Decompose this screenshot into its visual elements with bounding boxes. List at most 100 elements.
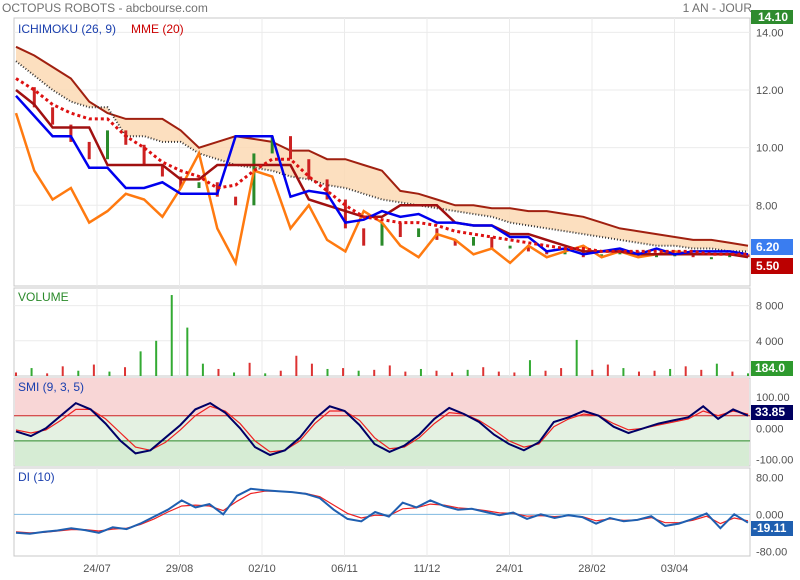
di-panel — [13, 467, 751, 557]
volume-bar — [513, 372, 516, 376]
volume-bar — [139, 351, 142, 376]
last-price-tag — [751, 239, 793, 255]
volume-bar — [342, 368, 345, 376]
volume-bar — [637, 371, 640, 376]
volume-bar — [77, 370, 80, 376]
volume-bar — [310, 363, 313, 376]
x-tick-label: 24/01 — [496, 563, 524, 575]
di-tick-label: -80.00 — [756, 546, 787, 558]
price-candle — [270, 136, 274, 154]
volume-bar — [357, 370, 360, 376]
mme-tag — [751, 258, 793, 274]
price-candle — [325, 179, 329, 200]
chart-header-title: OCTOPUS ROBOTS - abcbourse.com — [2, 1, 208, 15]
price-candle — [655, 254, 658, 258]
x-tick-label: 29/08 — [166, 563, 194, 575]
di-line — [15, 487, 749, 535]
price-candle — [545, 251, 549, 255]
volume-bar — [170, 295, 173, 376]
smi-signal-line — [15, 405, 749, 453]
price-candle — [51, 107, 55, 125]
volume-bar — [700, 369, 703, 376]
smi-overbought-zone — [15, 378, 749, 416]
di-title: DI (10) — [18, 470, 55, 484]
price-candle — [197, 182, 201, 189]
volume-bar — [233, 372, 236, 376]
volume-bar — [591, 369, 594, 376]
volume-bar — [248, 362, 251, 376]
x-tick-label: 02/10 — [248, 563, 276, 575]
mme-tag-text: 5.50 — [756, 259, 780, 273]
di-tag-text: -19.11 — [753, 521, 787, 535]
volume-bar — [279, 370, 282, 376]
last-price-tag-text: 6.20 — [756, 240, 780, 254]
volume-bar — [419, 368, 422, 376]
volume-bar — [326, 368, 329, 376]
price-candle — [179, 176, 183, 189]
price-candle — [472, 237, 475, 246]
di-tick-label: 80.00 — [756, 472, 784, 484]
smi-tick-label: 0.000 — [756, 423, 784, 435]
volume-bar — [217, 368, 220, 376]
mme-line — [15, 77, 748, 256]
smi-tick-label: 100.00 — [756, 392, 790, 404]
volume-bar — [466, 369, 469, 376]
volume-bar — [575, 339, 578, 376]
x-tick-label: 03/04 — [661, 563, 689, 575]
x-tick-label: 06/11 — [331, 563, 358, 575]
volume-title: VOLUME — [18, 290, 69, 304]
volume-bar — [544, 370, 547, 376]
price-candle — [581, 248, 585, 258]
price-candle — [691, 254, 695, 258]
di-tick-label: 0.000 — [756, 509, 784, 521]
volume-bar — [528, 360, 531, 376]
price-candle — [307, 159, 311, 180]
volume-bar — [46, 373, 49, 376]
price-candle — [380, 222, 384, 246]
x-tick-label: 24/07 — [83, 563, 111, 575]
volume-bar — [15, 372, 17, 376]
price-candle — [709, 257, 713, 260]
chart-period-label[interactable]: 1 AN - JOUR — [682, 1, 752, 15]
volume-bar — [731, 371, 734, 376]
price-candle — [160, 164, 164, 177]
volume-bar — [560, 368, 563, 376]
price-candle — [343, 199, 347, 229]
x-tick-label: 11/12 — [414, 563, 441, 575]
volume-tick-label: 8 000 — [756, 301, 784, 313]
senkou-span-b-line — [15, 60, 748, 253]
volume-bar — [92, 364, 95, 376]
price-candle — [32, 87, 36, 108]
volume-bar — [715, 363, 718, 376]
volume-bar — [435, 370, 438, 376]
price-candle — [215, 182, 219, 197]
price-candle — [362, 228, 366, 246]
volume-panel — [13, 287, 751, 377]
ichimoku-title: ICHIMOKU (26, 9) — [18, 22, 116, 36]
volume-bar — [124, 367, 127, 376]
volume-bar — [295, 355, 298, 376]
volume-bar — [264, 373, 267, 376]
price-tick-label: 10.00 — [756, 143, 784, 155]
volume-bar — [61, 366, 64, 376]
price-candle — [398, 222, 402, 238]
price-panel — [13, 17, 751, 287]
price-candle — [746, 254, 750, 258]
price-candle — [234, 196, 238, 206]
volume-bar — [155, 340, 158, 376]
volume-tag — [751, 361, 793, 376]
volume-bar — [606, 364, 609, 376]
volume-bar — [669, 368, 672, 376]
volume-bar — [186, 327, 189, 376]
price-candle — [728, 254, 732, 258]
volume-tick-label: 4 000 — [756, 336, 784, 348]
volume-bar — [108, 371, 111, 376]
price-candle — [490, 237, 494, 249]
price-candle — [417, 228, 421, 238]
price-candle — [453, 239, 457, 246]
volume-bar — [684, 366, 687, 376]
volume-bar — [451, 372, 454, 376]
top-price-tag-text: 14.10 — [758, 10, 788, 24]
volume-bar — [482, 367, 485, 376]
